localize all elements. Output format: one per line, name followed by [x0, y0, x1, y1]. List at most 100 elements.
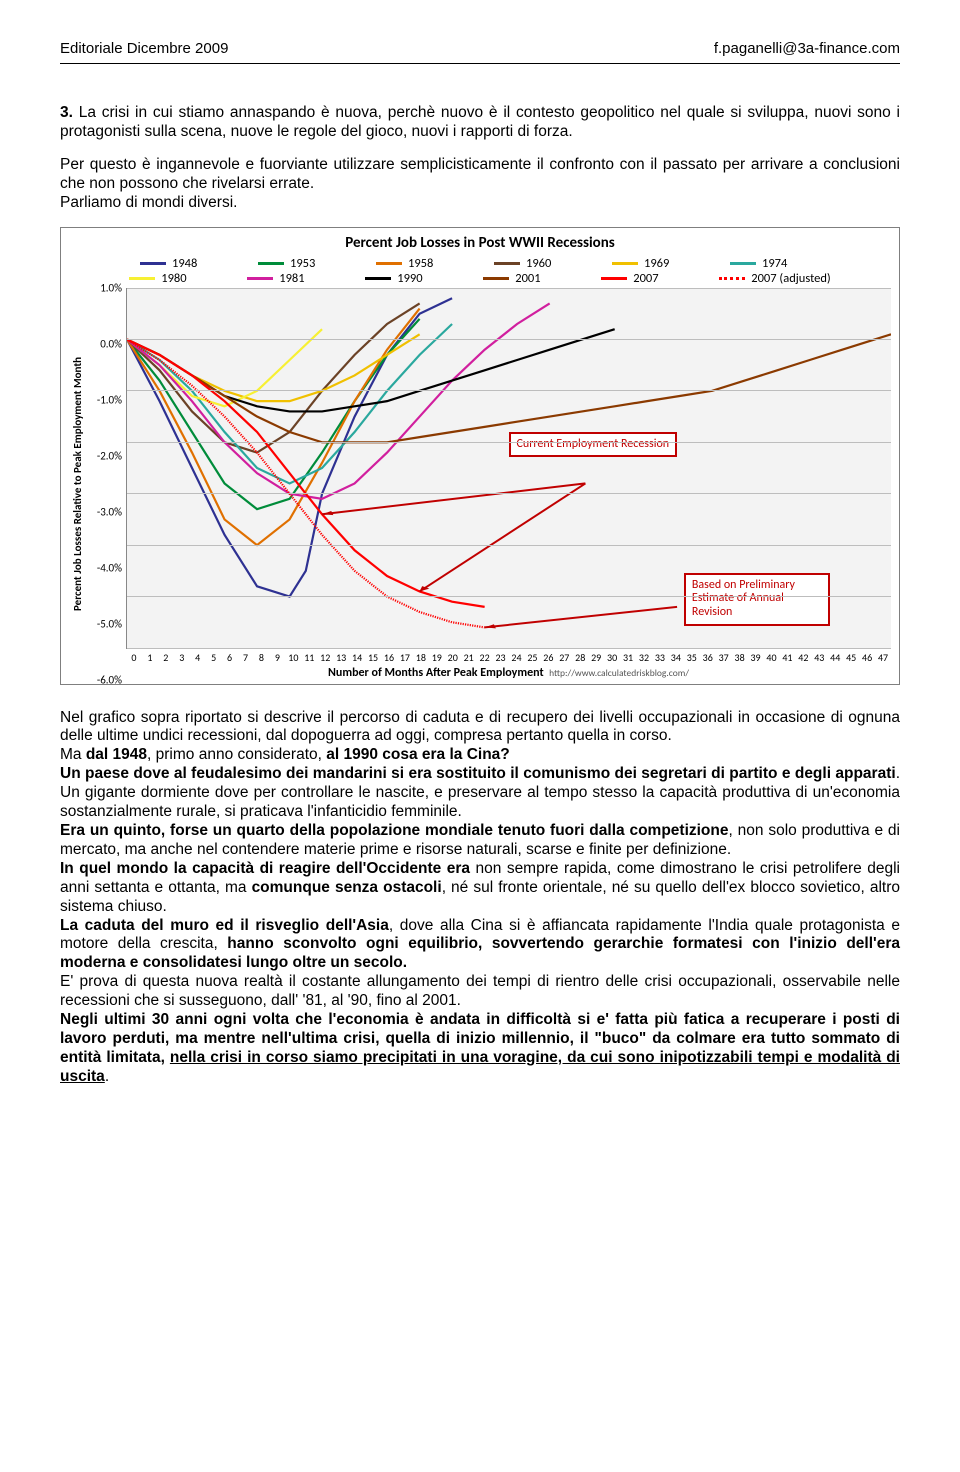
- legend-label: 1980: [161, 271, 186, 286]
- callout-current-recession: Current Employment Recession: [509, 432, 678, 458]
- legend-item: 1958: [376, 256, 466, 271]
- legend-label: 1969: [644, 256, 669, 271]
- gridline: [127, 288, 891, 289]
- x-tick: 26: [540, 651, 556, 664]
- y-tick: 0.0%: [100, 337, 122, 350]
- x-tick: 11: [301, 651, 317, 664]
- x-tick: 35: [684, 651, 700, 664]
- legend-label: 1990: [397, 271, 422, 286]
- y-tick: -2.0%: [97, 449, 122, 462]
- legend-label: 1948: [172, 256, 197, 271]
- legend-label: 1981: [279, 271, 304, 286]
- header-left: Editoriale Dicembre 2009: [60, 40, 228, 57]
- x-tick: 14: [349, 651, 365, 664]
- x-tick: 34: [668, 651, 684, 664]
- series-2001: [127, 334, 891, 442]
- gridline: [127, 442, 891, 443]
- gridline: [127, 596, 891, 597]
- legend-item: 2007: [601, 271, 691, 286]
- legend-label: 1960: [526, 256, 551, 271]
- callout-preliminary: Based on Preliminary Estimate of Annual …: [684, 573, 830, 626]
- x-tick: 31: [620, 651, 636, 664]
- x-tick: 22: [477, 651, 493, 664]
- legend-item: 2001: [483, 271, 573, 286]
- legend-swatch: [601, 277, 627, 280]
- y-tick: -6.0%: [97, 673, 122, 686]
- x-tick: 45: [843, 651, 859, 664]
- legend-label: 1953: [290, 256, 315, 271]
- legend-swatch: [612, 262, 638, 265]
- paragraph-2: Per questo è ingannevole e fuorviante ut…: [60, 156, 900, 194]
- x-axis-label-text: Number of Months After Peak Employment: [328, 666, 544, 680]
- x-tick: 1: [142, 651, 158, 664]
- x-tick: 12: [317, 651, 333, 664]
- legend-swatch: [258, 262, 284, 265]
- x-tick: 32: [636, 651, 652, 664]
- x-tick: 6: [222, 651, 238, 664]
- x-tick: 30: [604, 651, 620, 664]
- chart-title: Percent Job Losses in Post WWII Recessio…: [69, 234, 891, 252]
- x-tick: 24: [509, 651, 525, 664]
- x-tick: 47: [875, 651, 891, 664]
- plot: 1.0%0.0%-1.0%-2.0%-3.0%-4.0%-5.0%-6.0% C…: [126, 288, 891, 680]
- x-tick: 36: [700, 651, 716, 664]
- legend-swatch: [129, 277, 155, 280]
- x-tick: 46: [859, 651, 875, 664]
- x-tick: 27: [556, 651, 572, 664]
- gridline: [127, 493, 891, 494]
- legend-swatch: [365, 277, 391, 280]
- paragraph-3: Parliamo di mondi diversi.: [60, 194, 900, 213]
- x-tick: 13: [333, 651, 349, 664]
- series-1981: [127, 303, 550, 498]
- legend-swatch: [247, 277, 273, 280]
- x-ticks: 0123456789101112131415161718192021222324…: [126, 649, 891, 664]
- x-tick: 39: [748, 651, 764, 664]
- x-tick: 10: [285, 651, 301, 664]
- x-tick: 19: [429, 651, 445, 664]
- header-right: f.paganelli@3a-finance.com: [714, 40, 900, 57]
- legend-swatch: [730, 262, 756, 265]
- y-tick: -3.0%: [97, 505, 122, 518]
- x-tick: 4: [190, 651, 206, 664]
- x-tick: 17: [397, 651, 413, 664]
- x-tick: 41: [779, 651, 795, 664]
- x-tick: 25: [524, 651, 540, 664]
- legend-item: 1981: [247, 271, 337, 286]
- legend-label: 2007 (adjusted): [751, 271, 830, 286]
- legend-item: 1960: [494, 256, 584, 271]
- x-tick: 43: [811, 651, 827, 664]
- x-tick: 33: [652, 651, 668, 664]
- after-p6: La caduta del muro ed il risveglio dell'…: [60, 917, 900, 974]
- y-ticks: 1.0%0.0%-1.0%-2.0%-3.0%-4.0%-5.0%-6.0%: [88, 288, 124, 680]
- y-tick: -1.0%: [97, 393, 122, 406]
- legend-label: 2007: [633, 271, 658, 286]
- para1-text: La crisi in cui stiamo annaspando è nuov…: [60, 104, 900, 140]
- after-p2: Ma dal 1948, primo anno considerato, al …: [60, 746, 900, 765]
- x-tick: 20: [445, 651, 461, 664]
- legend-swatch: [140, 262, 166, 265]
- x-tick: 29: [588, 651, 604, 664]
- series-1974: [127, 324, 452, 483]
- plot-wrap: Percent Job Losses Relative to Peak Empl…: [69, 288, 891, 680]
- legend-label: 1958: [408, 256, 433, 271]
- chart-legend: 1948 1953 1958 1960 1969 1974 1980 1981 1990 2001…: [69, 256, 891, 286]
- callout2-text: Based on Preliminary Estimate of Annual …: [692, 578, 795, 620]
- legend-item: 1974: [730, 256, 820, 271]
- legend-swatch: [494, 262, 520, 265]
- legend-swatch: [719, 277, 745, 280]
- legend-item: 1953: [258, 256, 348, 271]
- x-tick: 8: [254, 651, 270, 664]
- gridline: [127, 339, 891, 340]
- gridline: [127, 390, 891, 391]
- x-tick: 42: [795, 651, 811, 664]
- x-tick: 15: [365, 651, 381, 664]
- legend-swatch: [483, 277, 509, 280]
- legend-item: 1969: [612, 256, 702, 271]
- chart-source: http://www.calculatedriskblog.com/: [549, 667, 689, 679]
- after-p1: Nel grafico sopra riportato si descrive …: [60, 709, 900, 747]
- x-tick: 37: [716, 651, 732, 664]
- x-tick: 0: [126, 651, 142, 664]
- after-p3: Un paese dove al feudalesimo dei mandari…: [60, 765, 900, 822]
- after-p8: Negli ultimi 30 anni ogni volta che l'ec…: [60, 1011, 900, 1087]
- recession-chart: Percent Job Losses in Post WWII Recessio…: [60, 227, 900, 685]
